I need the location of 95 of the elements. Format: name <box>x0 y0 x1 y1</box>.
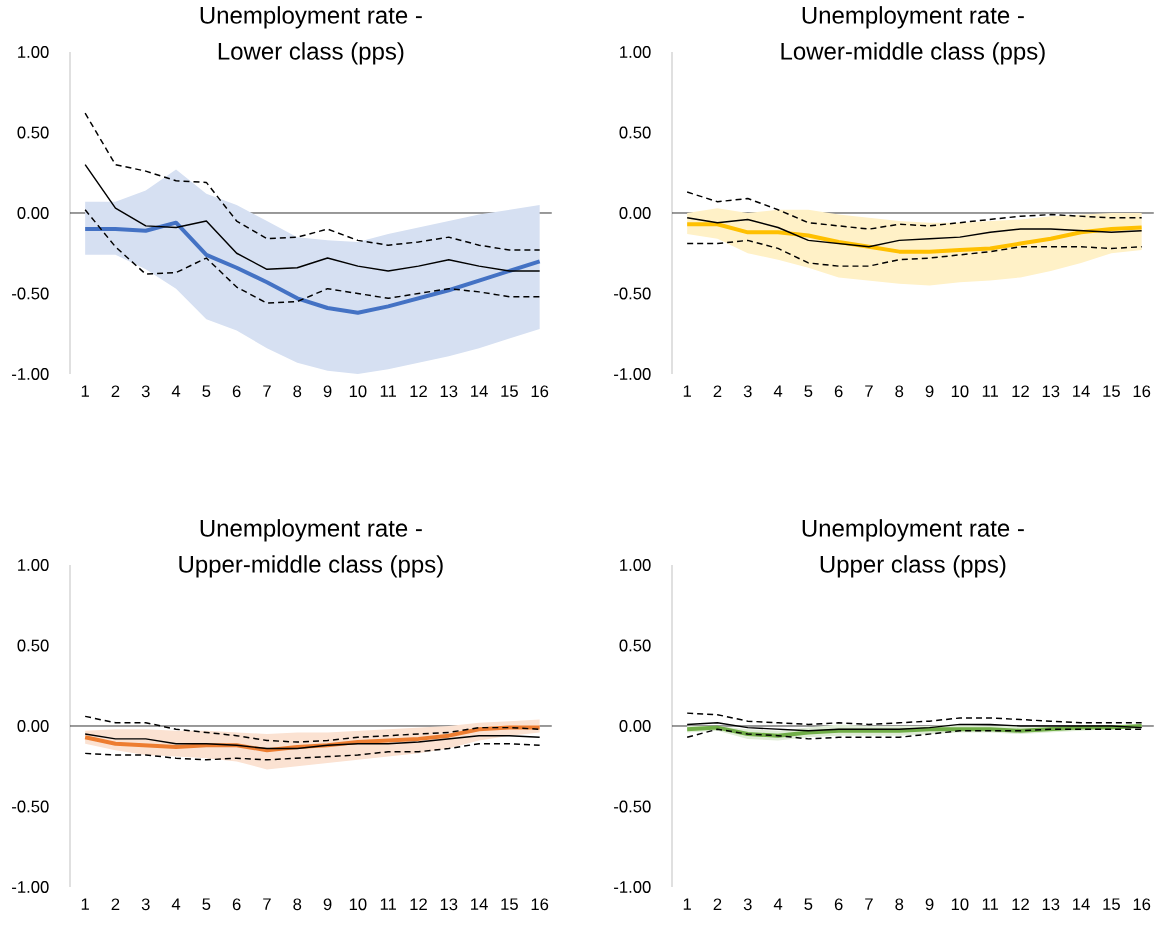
line-series <box>84 163 541 272</box>
y-tick-label: 0.50 <box>619 126 651 139</box>
x-tick-label: 8 <box>293 385 302 398</box>
x-tick-label: 9 <box>323 385 332 398</box>
x-tick-label: 10 <box>349 898 367 911</box>
x-tick-label: 14 <box>471 898 488 910</box>
x-tick-label: 10 <box>349 385 367 398</box>
x-tick-label: 12 <box>410 385 427 398</box>
x-tick-label: 14 <box>1073 385 1090 397</box>
y-tick-label: -1.00 <box>12 368 49 380</box>
y-tick-label: 1.00 <box>620 46 651 58</box>
x-tick-label: 11 <box>982 898 998 910</box>
y-tick-label: 1.00 <box>620 559 651 571</box>
chart-subtitle: Upper class (pps) <box>820 555 1006 578</box>
x-tick-label: 5 <box>202 898 211 911</box>
x-tick-label: 11 <box>380 385 396 397</box>
chart-title: Unemployment rate - <box>200 519 422 542</box>
x-tick-label: 7 <box>263 385 271 397</box>
chart-subtitle: Lower-middle class (pps) <box>781 42 1045 65</box>
x-tick-label: 15 <box>1103 385 1120 398</box>
x-tick-label: 14 <box>1073 898 1090 910</box>
x-tick-label: 1 <box>683 898 691 910</box>
x-tick-label: 5 <box>804 385 813 398</box>
x-tick-label: 4 <box>171 898 181 910</box>
x-tick-label: 15 <box>501 898 518 911</box>
x-tick-label: 4 <box>171 385 181 397</box>
x-tick-label: 10 <box>951 385 969 398</box>
x-tick-label: 7 <box>865 385 873 397</box>
x-tick-label: 3 <box>743 898 752 911</box>
x-tick-label: 8 <box>895 898 904 911</box>
y-tick-label: -1.00 <box>614 368 651 380</box>
y-tick-label: -0.50 <box>12 800 49 813</box>
x-tick-label: 15 <box>1103 898 1120 911</box>
y-tick-label: -0.50 <box>614 287 651 300</box>
x-tick-label: 13 <box>1042 385 1060 398</box>
x-tick-label: 15 <box>501 385 518 398</box>
chart-title: Unemployment rate - <box>802 519 1024 542</box>
x-tick-label: 1 <box>81 898 89 910</box>
x-tick-label: 13 <box>1042 898 1060 911</box>
y-tick-label: 0.00 <box>619 207 651 219</box>
x-tick-label: 6 <box>834 385 843 398</box>
x-tick-label: 3 <box>743 385 752 398</box>
y-tick-label: 0.50 <box>17 126 49 139</box>
x-tick-label: 3 <box>141 385 150 398</box>
x-tick-label: 9 <box>323 898 332 911</box>
x-tick-label: 4 <box>773 385 783 397</box>
chart-subtitle: Lower class (pps) <box>218 42 404 65</box>
x-tick-label: 11 <box>380 898 396 910</box>
y-tick-label: -0.50 <box>12 287 49 300</box>
x-tick-label: 1 <box>81 385 89 397</box>
x-tick-label: 6 <box>232 385 241 398</box>
x-tick-label: 9 <box>925 385 934 398</box>
x-tick-label: 16 <box>1133 898 1151 911</box>
x-tick-label: 16 <box>1133 385 1151 398</box>
y-tick-label: 1.00 <box>18 46 49 58</box>
x-tick-label: 5 <box>202 385 211 398</box>
x-tick-label: 10 <box>951 898 969 911</box>
x-tick-label: 16 <box>531 898 549 911</box>
x-tick-label: 9 <box>925 898 934 911</box>
y-tick-label: 0.50 <box>17 639 49 652</box>
y-tick-label: 0.50 <box>619 639 651 652</box>
y-tick-label: 0.00 <box>619 720 651 732</box>
x-tick-label: 2 <box>713 898 722 911</box>
x-tick-label: 12 <box>410 898 427 911</box>
x-tick-label: 8 <box>293 898 302 911</box>
chart-subtitle: Upper-middle class (pps) <box>179 555 443 578</box>
x-tick-label: 11 <box>982 385 998 397</box>
line-series <box>84 112 541 251</box>
x-tick-label: 16 <box>531 385 549 398</box>
x-tick-label: 12 <box>1012 385 1029 398</box>
y-tick-label: 0.00 <box>17 207 49 219</box>
y-tick-label: 1.00 <box>18 559 49 571</box>
x-tick-label: 5 <box>804 898 813 911</box>
x-tick-label: 2 <box>713 385 722 398</box>
x-tick-label: 12 <box>1012 898 1029 911</box>
x-tick-label: 2 <box>111 385 120 398</box>
x-tick-label: 14 <box>471 385 488 397</box>
x-tick-label: 7 <box>263 898 271 910</box>
x-tick-label: 13 <box>440 385 458 398</box>
x-tick-label: 6 <box>834 898 843 911</box>
y-tick-label: -0.50 <box>614 800 651 813</box>
chart-title: Unemployment rate - <box>802 6 1024 29</box>
chart-title: Unemployment rate - <box>200 6 422 29</box>
y-tick-label: 0.00 <box>17 720 49 732</box>
y-tick-label: -1.00 <box>12 881 49 893</box>
x-tick-label: 13 <box>440 898 458 911</box>
x-tick-label: 1 <box>683 385 691 397</box>
line-series <box>685 222 1144 254</box>
x-tick-label: 3 <box>141 898 150 911</box>
y-tick-label: -1.00 <box>614 881 651 893</box>
x-tick-label: 4 <box>773 898 783 910</box>
x-tick-label: 8 <box>895 385 904 398</box>
x-tick-label: 6 <box>232 898 241 911</box>
x-tick-label: 2 <box>111 898 120 911</box>
x-tick-label: 7 <box>865 898 873 910</box>
